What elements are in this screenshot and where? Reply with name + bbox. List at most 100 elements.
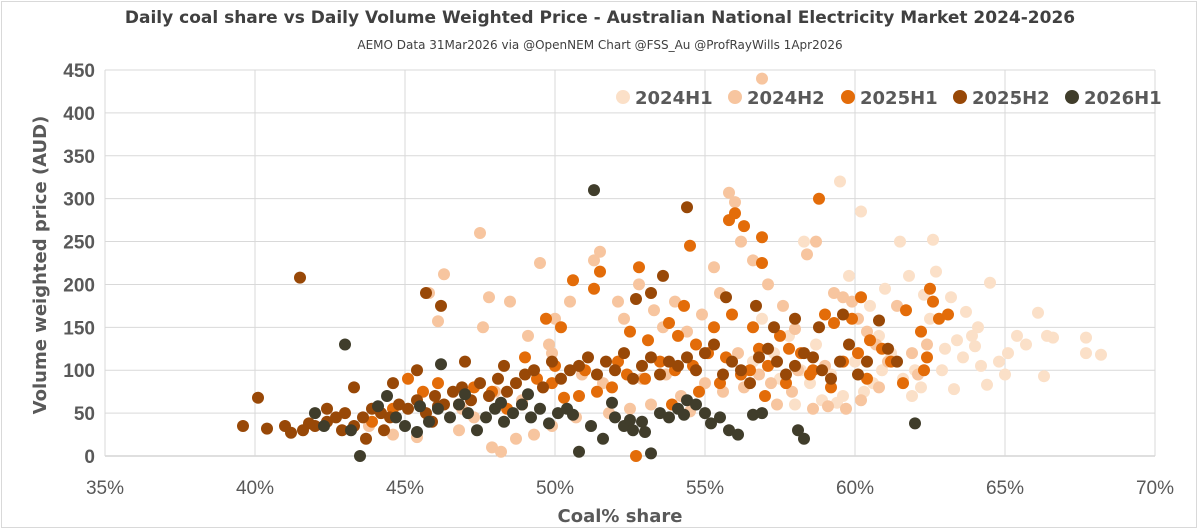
data-point bbox=[540, 312, 552, 325]
data-point bbox=[453, 424, 465, 437]
data-point bbox=[597, 377, 609, 390]
data-point bbox=[891, 299, 903, 312]
data-point bbox=[924, 282, 936, 295]
data-point bbox=[834, 355, 846, 368]
data-point bbox=[816, 364, 828, 377]
data-point bbox=[732, 428, 744, 441]
data-point bbox=[930, 265, 942, 278]
data-point bbox=[525, 411, 537, 424]
data-point bbox=[969, 340, 981, 353]
data-point bbox=[339, 338, 351, 351]
data-point bbox=[1002, 347, 1014, 360]
data-point bbox=[357, 411, 369, 424]
data-point bbox=[591, 385, 603, 398]
data-point bbox=[411, 426, 423, 438]
data-point bbox=[843, 338, 855, 351]
data-point bbox=[720, 291, 732, 304]
data-point bbox=[588, 282, 600, 295]
data-point bbox=[432, 377, 444, 390]
data-point bbox=[783, 342, 795, 355]
data-point bbox=[672, 359, 684, 372]
data-point bbox=[402, 372, 414, 385]
data-point bbox=[1038, 370, 1050, 383]
data-point bbox=[915, 381, 927, 394]
data-point bbox=[909, 417, 921, 430]
data-point bbox=[780, 377, 792, 390]
data-point bbox=[729, 207, 741, 220]
data-point bbox=[639, 426, 651, 438]
data-point bbox=[678, 408, 690, 421]
series-2025H2 bbox=[237, 201, 903, 445]
data-point bbox=[567, 274, 579, 287]
data-point bbox=[771, 398, 783, 411]
data-point bbox=[684, 239, 696, 252]
data-point bbox=[387, 428, 399, 441]
data-point bbox=[612, 295, 624, 308]
data-point bbox=[762, 278, 774, 291]
data-point bbox=[975, 359, 987, 372]
data-point bbox=[945, 291, 957, 304]
y-tick-label: 450 bbox=[63, 61, 95, 82]
data-point bbox=[906, 347, 918, 360]
data-point bbox=[708, 261, 720, 274]
data-point bbox=[399, 420, 411, 432]
data-point bbox=[618, 347, 630, 360]
data-point bbox=[873, 381, 885, 394]
data-point bbox=[810, 338, 822, 351]
data-point bbox=[654, 368, 666, 381]
data-point bbox=[303, 417, 315, 430]
data-point bbox=[477, 321, 489, 334]
data-point bbox=[936, 364, 948, 377]
data-point bbox=[564, 295, 576, 308]
data-point bbox=[810, 235, 822, 248]
data-point bbox=[552, 407, 564, 420]
data-point bbox=[942, 308, 954, 321]
data-point bbox=[609, 364, 621, 377]
data-point bbox=[825, 381, 837, 394]
data-point bbox=[402, 402, 414, 415]
data-point bbox=[804, 377, 816, 390]
legend-marker bbox=[728, 90, 742, 104]
data-point bbox=[507, 407, 519, 420]
data-point bbox=[606, 381, 618, 394]
data-point bbox=[729, 196, 741, 209]
data-point bbox=[279, 420, 291, 432]
data-point bbox=[564, 364, 576, 377]
data-point bbox=[663, 411, 675, 424]
data-point bbox=[681, 394, 693, 407]
data-point bbox=[435, 358, 447, 371]
data-point bbox=[393, 398, 405, 411]
data-point bbox=[624, 414, 636, 426]
y-tick-label: 0 bbox=[84, 447, 95, 468]
data-point bbox=[756, 312, 768, 325]
data-point bbox=[411, 364, 423, 377]
data-point bbox=[891, 355, 903, 368]
data-point bbox=[573, 390, 585, 402]
data-point bbox=[717, 368, 729, 381]
legend-item-2024H1: 2024H1 bbox=[616, 88, 713, 109]
data-point bbox=[534, 257, 546, 269]
data-point bbox=[906, 390, 918, 402]
data-point bbox=[669, 295, 681, 308]
x-tick-label: 50% bbox=[536, 478, 574, 499]
legend-item-2026H1: 2026H1 bbox=[1065, 88, 1162, 109]
data-point bbox=[981, 378, 993, 391]
data-point bbox=[630, 450, 642, 462]
data-point bbox=[636, 415, 648, 428]
data-point bbox=[897, 377, 909, 390]
data-point bbox=[786, 385, 798, 398]
data-point bbox=[699, 347, 711, 360]
data-point bbox=[318, 420, 330, 432]
data-point bbox=[294, 271, 306, 284]
data-point bbox=[339, 407, 351, 420]
data-point bbox=[828, 317, 840, 329]
legend-marker bbox=[841, 90, 855, 104]
data-point bbox=[252, 391, 264, 404]
data-point bbox=[735, 235, 747, 248]
data-point bbox=[654, 355, 666, 368]
data-point bbox=[585, 420, 597, 432]
data-point bbox=[966, 329, 978, 342]
chart-subtitle: AEMO Data 31Mar2026 via @OpenNEM Chart @… bbox=[357, 38, 843, 52]
data-point bbox=[726, 355, 738, 368]
data-point bbox=[798, 432, 810, 445]
